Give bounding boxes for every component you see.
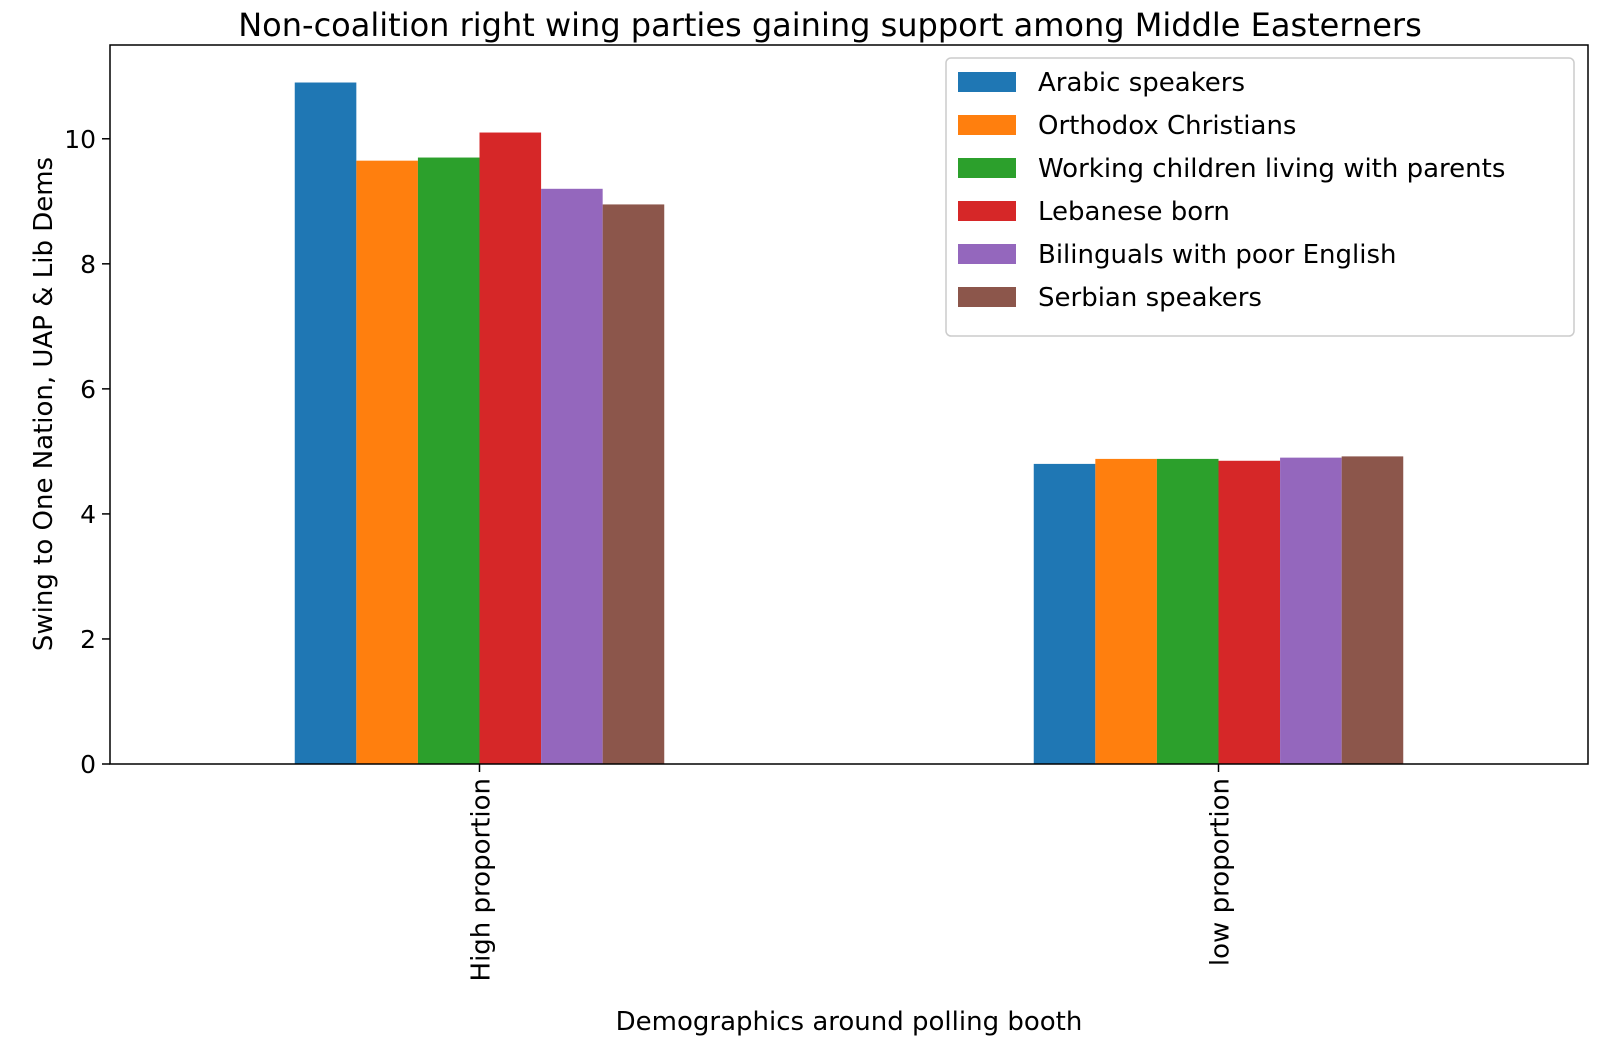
bars-group [294,82,1404,765]
legend-swatch [958,201,1016,221]
y-tick-label: 8 [80,250,96,279]
legend-box [945,57,1575,337]
bar-low-series-3 [1156,458,1219,764]
y-tick-label: 2 [80,625,96,654]
legend-label: Arabic speakers [1038,68,1245,98]
chart-title: Non-coalition right wing parties gaining… [238,6,1422,44]
x-axis: High proportion low proportion [467,764,1236,981]
legend-swatch [958,287,1016,307]
y-tick-label: 4 [80,500,96,529]
legend-swatch [958,244,1016,264]
bar-low-series-4 [1218,460,1281,764]
x-tick-label: low proportion [1206,778,1236,966]
legend-label: Lebanese born [1038,197,1230,227]
legend: Arabic speakers Orthodox Christians Workin… [945,57,1575,337]
bar-high-series-4 [479,132,542,764]
bar-high-series-3 [417,157,480,764]
bar-low-series-1 [1033,463,1096,764]
bar-low-series-2 [1095,458,1157,764]
legend-label: Bilinguals with poor English [1038,240,1397,270]
x-tick-label: High proportion [467,778,497,981]
bar-high-series-1 [294,82,357,764]
bar-high-series-2 [356,160,418,764]
legend-swatch [958,158,1016,178]
y-axis-label: Swing to One Nation, UAP & Lib Dems [29,157,59,651]
y-axis: 0 2 4 6 8 10 [64,125,110,779]
plot-frame [109,44,1589,765]
y-tick-label: 6 [80,375,96,404]
legend-label: Orthodox Christians [1038,111,1296,141]
legend-swatch [958,72,1016,92]
bar-high-series-5 [541,188,603,765]
legend-label: Working children living with parents [1038,154,1505,184]
bar-low-series-5 [1280,457,1342,764]
legend-swatch [958,115,1016,135]
legend-label: Serbian speakers [1038,283,1262,313]
x-axis-label: Demographics around polling booth [616,1007,1083,1037]
y-tick-label: 10 [64,125,96,154]
bar-low-series-6 [1341,456,1404,764]
bar-high-series-6 [602,204,665,765]
y-tick-label: 0 [80,750,96,779]
